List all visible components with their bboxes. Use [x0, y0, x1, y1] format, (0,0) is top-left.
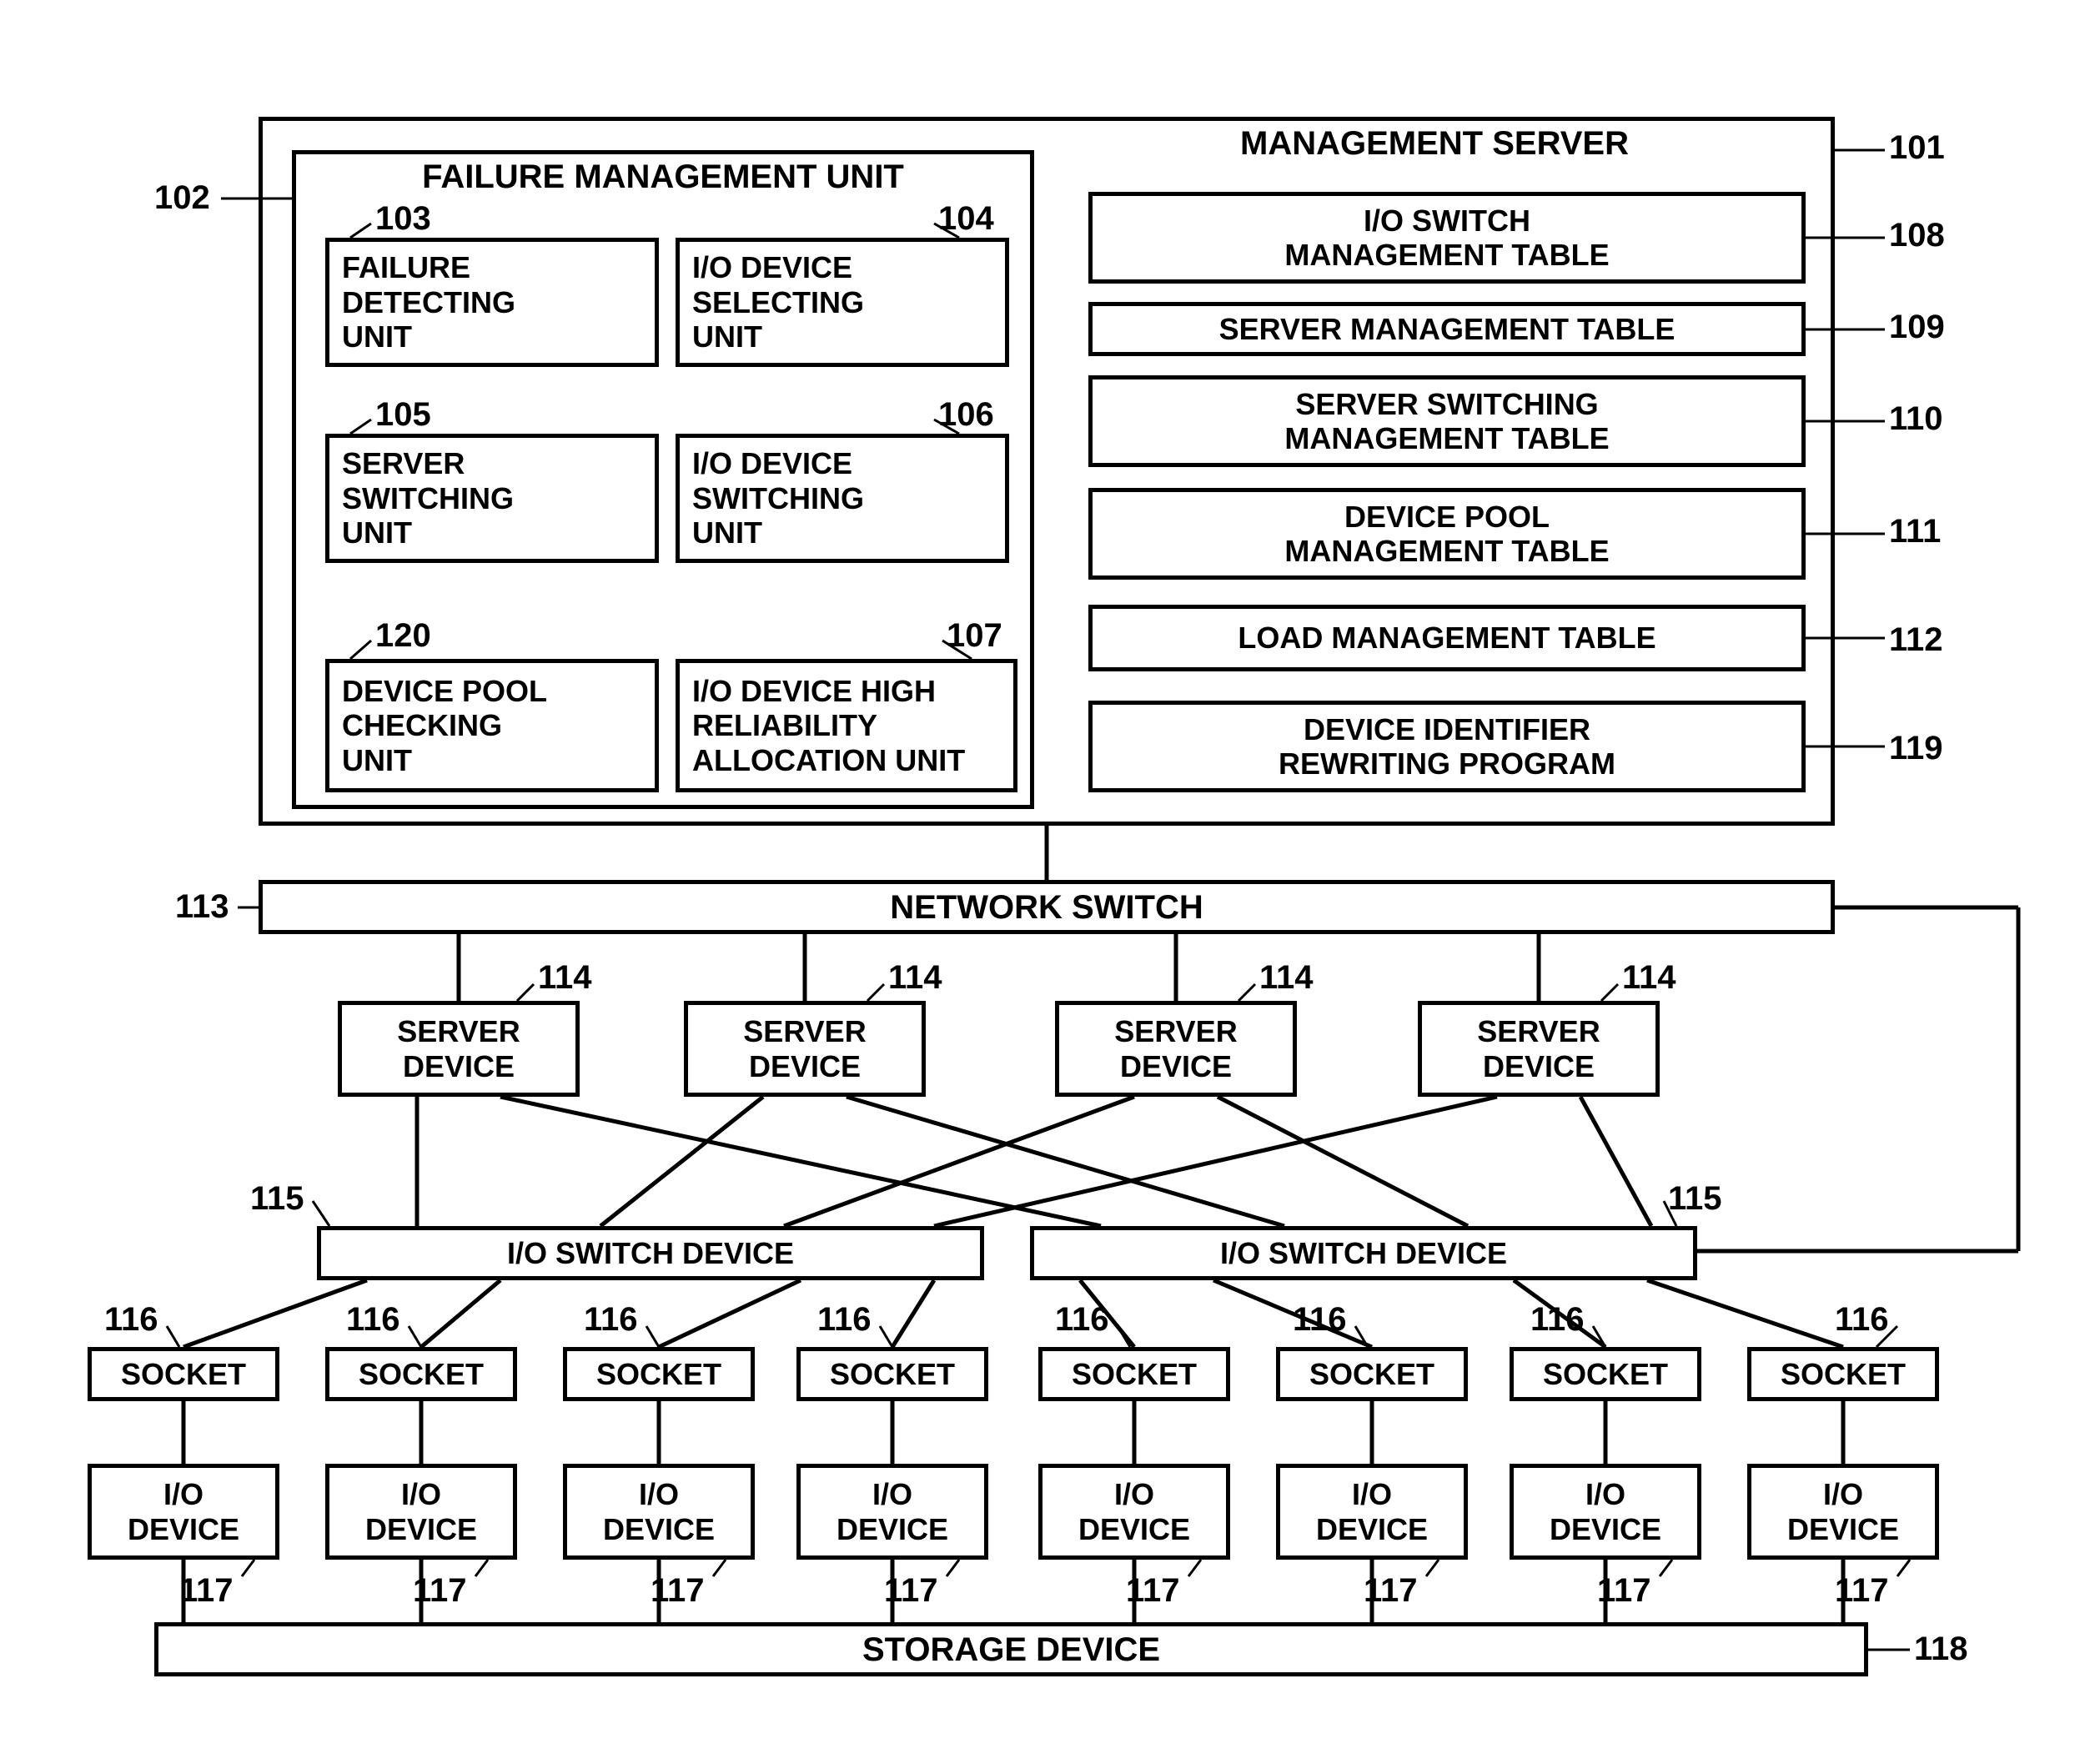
socket-6: SOCKET [1276, 1347, 1468, 1401]
io-device-3: I/O DEVICE [563, 1464, 755, 1560]
storage-device: STORAGE DEVICE [154, 1622, 1868, 1676]
ref-113: 113 [175, 888, 229, 926]
socket-3: SOCKET [563, 1347, 755, 1401]
ref-120: 120 [375, 617, 431, 655]
server-switching-mgmt-table: SERVER SWITCHING MANAGEMENT TABLE [1088, 375, 1806, 467]
ref-114-3: 114 [1259, 959, 1314, 997]
ref-116-5: 116 [1055, 1301, 1109, 1339]
ref-118: 118 [1914, 1631, 1968, 1668]
ref-102: 102 [154, 179, 210, 217]
ref-117-5: 117 [1126, 1572, 1180, 1610]
server-device-1: SERVER DEVICE [338, 1001, 580, 1097]
ref-117-4: 117 [884, 1572, 938, 1610]
socket-5: SOCKET [1038, 1347, 1230, 1401]
io-device-7: I/O DEVICE [1510, 1464, 1701, 1560]
failure-management-unit-title: FAILURE MANAGEMENT UNIT [350, 158, 976, 196]
failure-detecting-unit: FAILURE DETECTING UNIT [325, 238, 659, 367]
ref-105: 105 [375, 396, 431, 434]
ref-117-1: 117 [179, 1572, 234, 1610]
socket-2: SOCKET [325, 1347, 517, 1401]
ref-116-6: 116 [1293, 1301, 1347, 1339]
server-device-3: SERVER DEVICE [1055, 1001, 1297, 1097]
device-pool-checking-unit: DEVICE POOL CHECKING UNIT [325, 659, 659, 792]
ref-108: 108 [1889, 217, 1945, 254]
ref-103: 103 [375, 200, 431, 238]
ref-101: 101 [1889, 129, 1945, 167]
io-switch-device-1: I/O SWITCH DEVICE [317, 1226, 984, 1280]
socket-4: SOCKET [796, 1347, 988, 1401]
io-switch-mgmt-table: I/O SWITCH MANAGEMENT TABLE [1088, 192, 1806, 284]
ref-115-1: 115 [250, 1180, 304, 1218]
ref-116-3: 116 [584, 1301, 638, 1339]
ref-110: 110 [1889, 400, 1943, 438]
io-device-5: I/O DEVICE [1038, 1464, 1230, 1560]
ref-117-8: 117 [1835, 1572, 1889, 1610]
ref-117-3: 117 [651, 1572, 705, 1610]
ref-114-4: 114 [1622, 959, 1676, 997]
ref-114-1: 114 [538, 959, 592, 997]
system-diagram: MANAGEMENT SERVER FAILURE MANAGEMENT UNI… [17, 17, 2080, 1747]
ref-116-1: 116 [104, 1301, 158, 1339]
io-device-2: I/O DEVICE [325, 1464, 517, 1560]
io-device-4: I/O DEVICE [796, 1464, 988, 1560]
device-id-rewriting-program: DEVICE IDENTIFIER REWRITING PROGRAM [1088, 701, 1806, 792]
ref-106: 106 [938, 396, 994, 434]
load-mgmt-table: LOAD MANAGEMENT TABLE [1088, 605, 1806, 671]
socket-8: SOCKET [1747, 1347, 1939, 1401]
ref-119: 119 [1889, 730, 1943, 767]
socket-1: SOCKET [88, 1347, 279, 1401]
socket-7: SOCKET [1510, 1347, 1701, 1401]
ref-116-4: 116 [817, 1301, 872, 1339]
ref-114-2: 114 [888, 959, 942, 997]
ref-117-6: 117 [1364, 1572, 1418, 1610]
network-switch: NETWORK SWITCH [259, 880, 1835, 934]
ref-111: 111 [1889, 513, 1941, 550]
device-pool-mgmt-table: DEVICE POOL MANAGEMENT TABLE [1088, 488, 1806, 580]
ref-116-2: 116 [346, 1301, 400, 1339]
management-server-title: MANAGEMENT SERVER [1143, 125, 1726, 163]
server-switching-unit: SERVER SWITCHING UNIT [325, 434, 659, 563]
ref-116-8: 116 [1835, 1301, 1889, 1339]
io-device-8: I/O DEVICE [1747, 1464, 1939, 1560]
io-selecting-unit: I/O DEVICE SELECTING UNIT [676, 238, 1009, 367]
server-device-4: SERVER DEVICE [1418, 1001, 1660, 1097]
ref-109: 109 [1889, 309, 1945, 346]
io-device-6: I/O DEVICE [1276, 1464, 1468, 1560]
ref-117-7: 117 [1597, 1572, 1651, 1610]
server-mgmt-table: SERVER MANAGEMENT TABLE [1088, 302, 1806, 356]
ref-117-2: 117 [413, 1572, 467, 1610]
server-device-2: SERVER DEVICE [684, 1001, 926, 1097]
io-device-1: I/O DEVICE [88, 1464, 279, 1560]
io-switching-unit: I/O DEVICE SWITCHING UNIT [676, 434, 1009, 563]
io-switch-device-2: I/O SWITCH DEVICE [1030, 1226, 1697, 1280]
io-high-reliability-unit: I/O DEVICE HIGH RELIABILITY ALLOCATION U… [676, 659, 1017, 792]
ref-116-7: 116 [1530, 1301, 1585, 1339]
ref-115-2: 115 [1668, 1180, 1722, 1218]
ref-104: 104 [938, 200, 994, 238]
ref-112: 112 [1889, 621, 1943, 659]
ref-107: 107 [947, 617, 1002, 655]
